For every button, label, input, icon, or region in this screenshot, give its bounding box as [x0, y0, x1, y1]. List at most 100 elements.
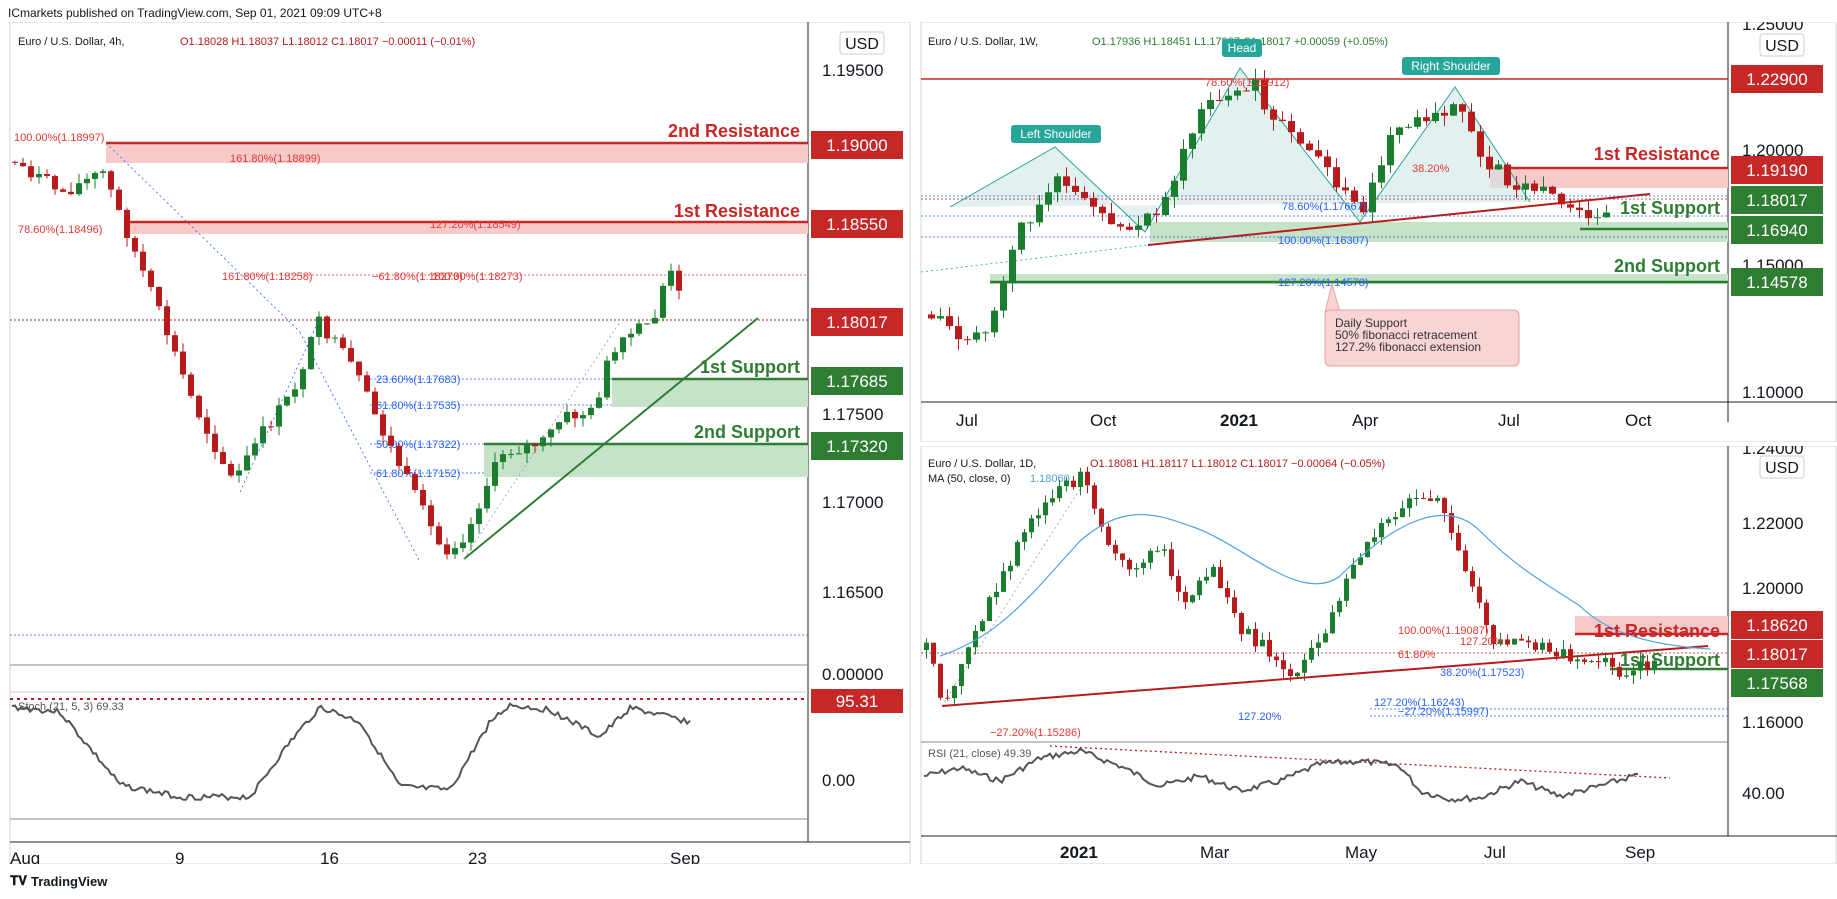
price-candles-candle — [1260, 639, 1265, 647]
price-candles-candle — [316, 316, 322, 337]
price-candles-candle — [340, 337, 346, 349]
price-candles-candle — [28, 166, 34, 178]
price-candles-candle — [1484, 602, 1489, 626]
price-candles-candle — [1594, 217, 1601, 219]
price-candles-candle — [1423, 117, 1430, 122]
bottom-right-chart-1d[interactable]: Euro / U.S. Dollar, 1D, O1.18081 H1.18117… — [920, 446, 1837, 864]
tradingview-logo[interactable]: 𝐓𝐕 TradingView — [10, 873, 107, 889]
pattern-label: Left Shoulder — [1020, 127, 1091, 141]
price-candles-candle — [1372, 537, 1377, 542]
price-candles-candle — [1225, 588, 1230, 598]
time-axis-label: Sep — [1625, 843, 1655, 862]
fib-connector — [299, 331, 421, 563]
price-candles-candle — [44, 173, 50, 177]
price-candles-candle — [1027, 222, 1034, 224]
zone-label-1st-support: 1st Support — [700, 357, 800, 377]
fib-label: 161.80%(1.18258) — [222, 271, 313, 283]
price-candles-candle — [1072, 185, 1079, 192]
price-candles-candle — [1330, 612, 1335, 634]
resistance-zone-1 — [1490, 168, 1728, 188]
price-axis-label: 1.17500 — [822, 405, 883, 424]
price-candles-candle — [1513, 185, 1520, 190]
top-right-chart-1w[interactable]: Euro / U.S. Dollar, 1W, O1.17936 H1.18451… — [920, 22, 1837, 442]
price-box-fib: 1.22900 — [1746, 70, 1807, 89]
price-candles-candle — [1428, 498, 1433, 501]
zone-label-2nd-support: 2nd Support — [694, 422, 800, 442]
price-candles-candle — [260, 426, 266, 444]
zone-label-1st-resistance: 1st Resistance — [1594, 621, 1720, 641]
price-candles-candle — [938, 663, 943, 698]
price-candles-candle — [124, 209, 130, 238]
price-axis-label: 40.00 — [1742, 784, 1785, 803]
price-candles-candle — [1652, 660, 1657, 671]
price-candles-candle — [1533, 642, 1538, 650]
price-candles-candle — [596, 397, 602, 408]
price-candles-candle — [931, 642, 936, 664]
price-candles-candle — [1071, 480, 1076, 488]
price-candles-candle — [1085, 471, 1090, 486]
price-candles-candle — [12, 161, 18, 163]
price-axis-label: 1.22000 — [1742, 514, 1803, 533]
price-candles-candle — [412, 474, 418, 490]
price-candles-candle — [1045, 192, 1052, 205]
price-box-1st-support-bg — [1731, 669, 1823, 697]
price-box-current-bg — [811, 308, 903, 336]
time-axis-label: 2021 — [1220, 411, 1258, 430]
price-candles-candle — [1558, 193, 1565, 205]
price-box-1st-support-bg — [811, 367, 903, 395]
fib-label: 100.00%(1.19087) — [1398, 625, 1489, 637]
price-candles-candle — [1064, 480, 1069, 487]
price-candles-candle — [1267, 639, 1272, 657]
price-box-1st-resistance: 1.18550 — [826, 215, 887, 234]
callout-box — [1324, 309, 1520, 367]
zone-label-2nd-resistance: 2nd Resistance — [668, 121, 800, 141]
support-zone-1 — [1150, 222, 1728, 242]
price-candles-candle — [1288, 669, 1293, 677]
price-candles-candle — [164, 306, 170, 336]
fib-label: 61.80%(1.17535) — [376, 400, 460, 412]
panel-frame — [920, 446, 1837, 864]
left-chart-4h[interactable]: Euro / U.S. Dollar, 4h, O1.18028 H1.18037… — [0, 22, 920, 864]
price-axis-label: 1.24000 — [1742, 446, 1803, 458]
price-candles-candle — [980, 621, 985, 631]
price-box-fib-bg — [1731, 65, 1823, 93]
price-candles-candle — [1387, 134, 1394, 166]
price-candles-candle — [1204, 576, 1209, 581]
fib-label: 127.20%(1.16243) — [1374, 697, 1465, 709]
price-candles-candle — [1442, 498, 1447, 514]
fib-label: 61.80%(1.17152) — [376, 468, 460, 480]
price-candles-candle — [1531, 183, 1538, 191]
fib-label: 61.80% — [1398, 649, 1436, 661]
price-axis-label: 1.16500 — [822, 583, 883, 602]
price-candles-candle — [1001, 571, 1006, 592]
zone-label-1st-resistance: 1st Resistance — [1594, 144, 1720, 164]
price-candles-candle — [76, 183, 82, 195]
fib-label: 127.20%(1.14578) — [1278, 277, 1369, 289]
resistance-zone-1 — [1575, 616, 1728, 634]
price-candles-candle — [1036, 515, 1041, 519]
price-candles-candle — [1414, 117, 1421, 127]
price-candles-candle — [36, 173, 42, 178]
price-candles-candle — [668, 270, 674, 286]
fib-label: 100.00%(1.18997) — [14, 132, 105, 144]
fib-connector — [463, 321, 621, 560]
price-candles-candle — [1106, 526, 1111, 545]
price-candles-candle — [236, 470, 242, 476]
time-axis-label: Jul — [1498, 411, 1520, 430]
price-candles-candle — [1135, 225, 1142, 230]
fib-connector — [105, 142, 301, 333]
price-axis-label: 1.20000 — [1742, 141, 1803, 160]
zone-label-1st-support: 1st Support — [1620, 650, 1720, 670]
price-candles-candle — [1239, 613, 1244, 635]
price-candles-candle — [1450, 104, 1457, 116]
time-axis-label: Sep — [670, 849, 700, 864]
price-candles-candle — [1589, 660, 1594, 662]
price-candles-candle — [1171, 180, 1178, 197]
time-axis-label: Oct — [1625, 411, 1652, 430]
price-candles-candle — [572, 411, 578, 419]
pattern-label: Head — [1228, 41, 1257, 55]
price-candles-candle — [660, 285, 666, 318]
price-candles-candle — [1645, 661, 1650, 671]
price-axis-label: 1.20000 — [1742, 579, 1803, 598]
price-candles-candle — [1549, 186, 1556, 194]
